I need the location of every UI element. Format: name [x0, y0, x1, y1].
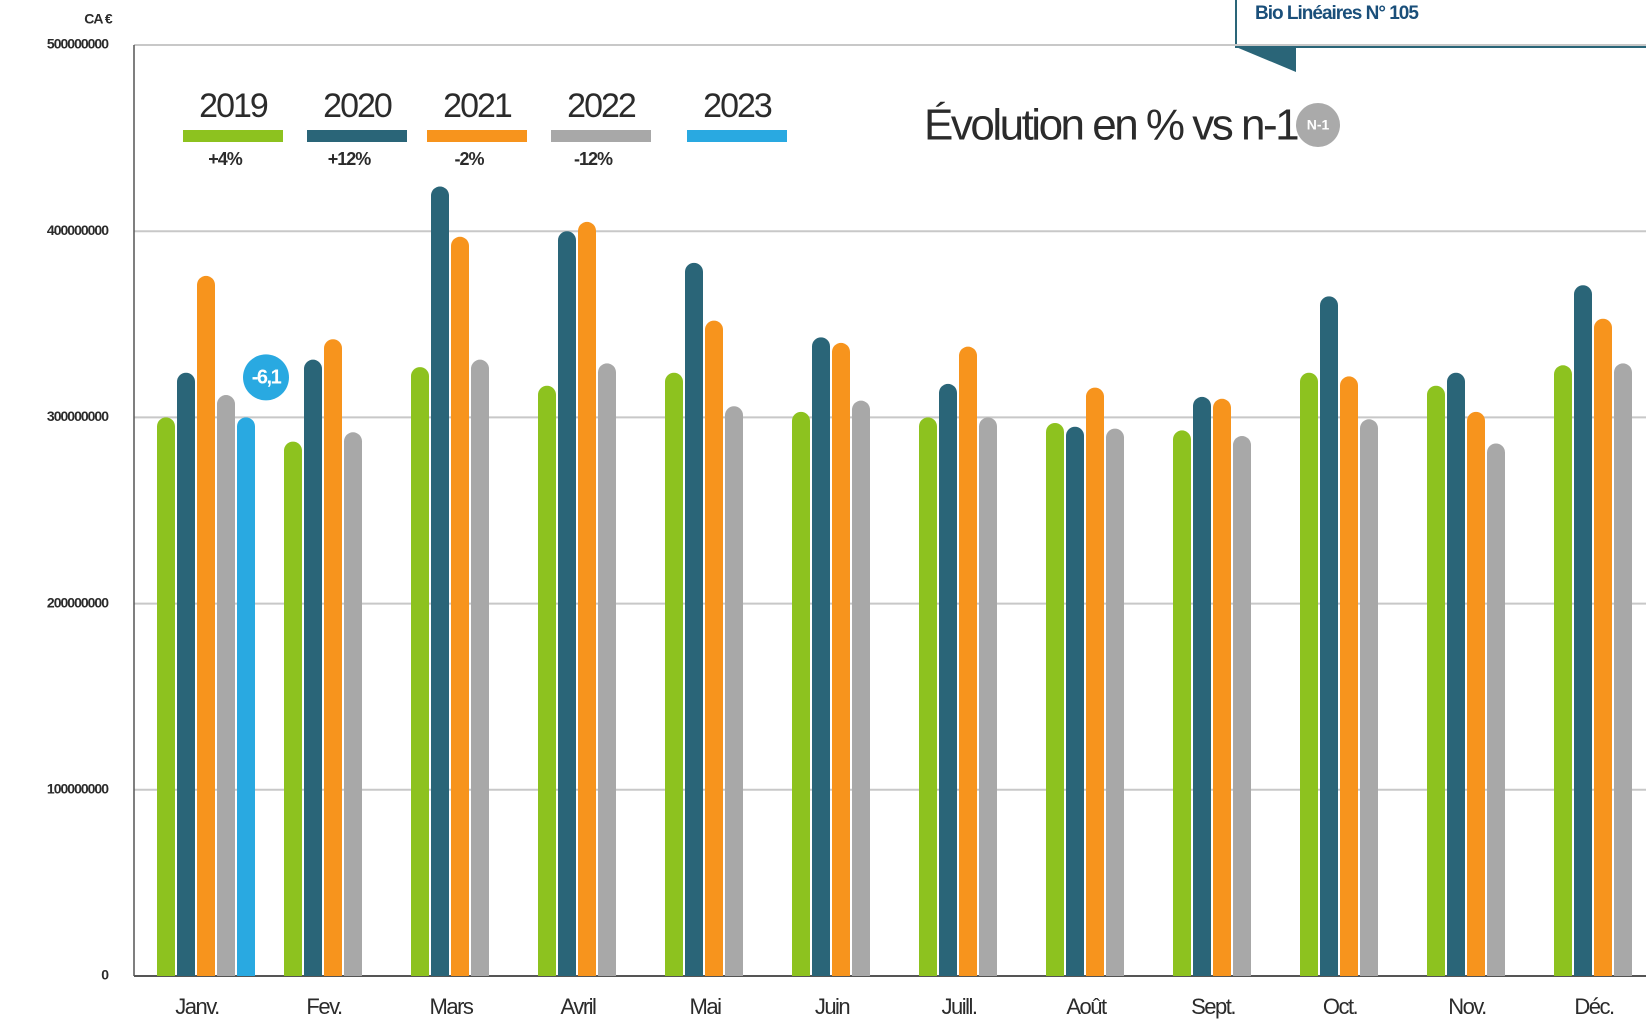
x-tick-label: Avril: [561, 994, 596, 1019]
x-tick-label: Fev.: [306, 994, 342, 1019]
legend-label: 2021: [443, 87, 512, 125]
bar: [1066, 426, 1084, 977]
bar: [665, 372, 683, 976]
bar: [1086, 387, 1104, 976]
legend-swatch: [551, 130, 651, 142]
bar: [1360, 419, 1378, 977]
bar: [471, 359, 489, 977]
bar: [1300, 372, 1318, 976]
bar: [1594, 318, 1612, 976]
bar: [1554, 365, 1572, 976]
legend-swatch: [183, 130, 283, 142]
bar: [324, 339, 342, 976]
source-box: [1235, 0, 1646, 48]
bar: [832, 342, 850, 976]
x-tick-label: Juill.: [941, 994, 976, 1019]
bar: [1106, 428, 1124, 976]
y-tick-label: 0: [101, 967, 109, 983]
annotation: -6,1: [252, 367, 282, 389]
bar: [1233, 436, 1251, 976]
bar: [1213, 398, 1231, 976]
legend-change: -2%: [454, 149, 484, 169]
bar: [284, 441, 302, 977]
bar: [411, 367, 429, 977]
legend-change: +4%: [208, 149, 243, 169]
bar: [177, 372, 195, 976]
bar: [1447, 372, 1465, 976]
source: Bio Linéaires N° 105: [1255, 3, 1419, 24]
x-tick-label: Août: [1066, 994, 1107, 1019]
legend-label: 2019: [199, 87, 268, 125]
bar: [578, 221, 596, 976]
bar: [1614, 363, 1632, 977]
legend-label: 2020: [323, 87, 392, 125]
bar: [344, 432, 362, 976]
x-tick-label: Déc.: [1574, 994, 1614, 1019]
x-tick-label: Janv.: [175, 994, 219, 1019]
bar: [1193, 396, 1211, 977]
bar: [685, 262, 703, 976]
legend-label: 2023: [703, 87, 772, 125]
bar: [217, 395, 235, 976]
legend-change: -12%: [574, 149, 613, 169]
bar: [157, 417, 175, 976]
bar: [1320, 296, 1338, 976]
x-tick-label: Mars: [430, 994, 474, 1019]
bar: [431, 186, 449, 977]
bar: [979, 417, 997, 976]
y-tick-label: 200000000: [47, 594, 109, 610]
bar: [852, 400, 870, 977]
badge: [1296, 103, 1340, 147]
bar: [451, 236, 469, 976]
bar: [1574, 285, 1592, 976]
bar: [792, 411, 810, 977]
chart-title: Évolution en % vs n-1: [924, 101, 1298, 150]
x-tick-label: Nov.: [1448, 994, 1486, 1019]
bar: [939, 383, 957, 976]
legend-change: +12%: [328, 149, 372, 169]
bar: [538, 385, 556, 977]
x-tick-label: Sept.: [1191, 994, 1235, 1019]
badge-text: N-1: [1307, 117, 1330, 133]
legend-swatch: [687, 130, 787, 142]
legend-swatch: [307, 130, 407, 142]
legend-label: 2022: [567, 87, 636, 125]
legend-swatch: [427, 130, 527, 142]
bar: [598, 363, 616, 977]
x-tick-label: Juin: [815, 994, 850, 1019]
x-tick-label: Oct.: [1323, 994, 1358, 1019]
y-tick-label: 300000000: [47, 408, 109, 424]
x-tick-label: Mai: [690, 994, 722, 1019]
bar: [1487, 443, 1505, 976]
bar: [705, 320, 723, 976]
bar: [1173, 430, 1191, 977]
source-pointer: [1236, 47, 1296, 72]
bar: [1427, 385, 1445, 977]
bar: [558, 231, 576, 976]
bar: [812, 337, 830, 977]
bar: [725, 406, 743, 976]
y-tick-label: 400000000: [47, 222, 109, 238]
bar: [1467, 411, 1485, 977]
bar: [197, 275, 215, 976]
annotation-bubble: [243, 354, 289, 401]
bar: [959, 346, 977, 976]
y-tick-label: 500000000: [47, 36, 109, 52]
bar: [304, 359, 322, 977]
bar: [919, 417, 937, 976]
y-axis-label: CA €: [84, 11, 113, 27]
bar: [237, 417, 255, 976]
y-tick-label: 100000000: [47, 781, 109, 797]
bar: [1340, 376, 1358, 976]
bar: [1046, 422, 1064, 977]
